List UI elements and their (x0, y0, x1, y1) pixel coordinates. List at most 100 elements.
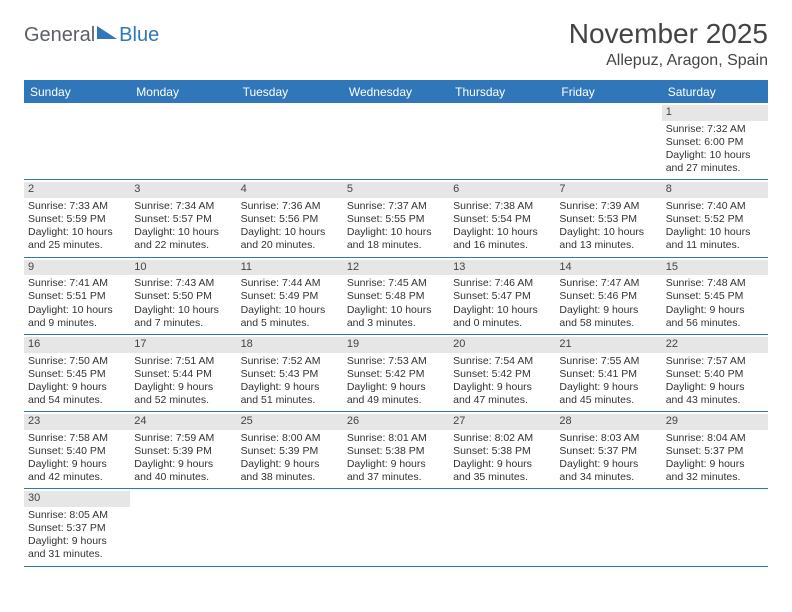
sunrise-line: Sunrise: 7:52 AM (241, 355, 339, 368)
sunrise-line: Sunrise: 7:37 AM (347, 200, 445, 213)
sunset-line: Sunset: 5:53 PM (559, 213, 657, 226)
sunset-line: Sunset: 5:59 PM (28, 213, 126, 226)
date-number: 20 (449, 337, 555, 353)
logo-sail-icon (97, 26, 117, 39)
day-cell: 24Sunrise: 7:59 AMSunset: 5:39 PMDayligh… (130, 412, 236, 488)
logo-text-blue: Blue (119, 24, 159, 47)
empty-cell (130, 489, 236, 565)
day-cell: 14Sunrise: 7:47 AMSunset: 5:46 PMDayligh… (555, 258, 661, 334)
daylight-line: Daylight: 10 hours and 11 minutes. (666, 226, 764, 252)
empty-cell (555, 103, 661, 179)
sunset-line: Sunset: 5:51 PM (28, 290, 126, 303)
day-cell: 25Sunrise: 8:00 AMSunset: 5:39 PMDayligh… (237, 412, 343, 488)
empty-cell (662, 489, 768, 565)
week-row: 1Sunrise: 7:32 AMSunset: 6:00 PMDaylight… (24, 103, 768, 180)
sunrise-line: Sunrise: 7:32 AM (666, 123, 764, 136)
daylight-line: Daylight: 9 hours and 38 minutes. (241, 458, 339, 484)
day-cell: 26Sunrise: 8:01 AMSunset: 5:38 PMDayligh… (343, 412, 449, 488)
empty-cell (237, 103, 343, 179)
sunset-line: Sunset: 5:37 PM (559, 445, 657, 458)
daylight-line: Daylight: 9 hours and 51 minutes. (241, 381, 339, 407)
empty-cell (449, 103, 555, 179)
daylight-line: Daylight: 9 hours and 54 minutes. (28, 381, 126, 407)
daylight-line: Daylight: 9 hours and 42 minutes. (28, 458, 126, 484)
daylight-line: Daylight: 9 hours and 37 minutes. (347, 458, 445, 484)
day-cell: 10Sunrise: 7:43 AMSunset: 5:50 PMDayligh… (130, 258, 236, 334)
day-cell: 27Sunrise: 8:02 AMSunset: 5:38 PMDayligh… (449, 412, 555, 488)
day-header-cell: Tuesday (237, 81, 343, 103)
day-cell: 11Sunrise: 7:44 AMSunset: 5:49 PMDayligh… (237, 258, 343, 334)
sunset-line: Sunset: 5:37 PM (28, 522, 126, 535)
daylight-line: Daylight: 10 hours and 25 minutes. (28, 226, 126, 252)
daylight-line: Daylight: 10 hours and 5 minutes. (241, 304, 339, 330)
day-cell: 5Sunrise: 7:37 AMSunset: 5:55 PMDaylight… (343, 180, 449, 256)
daylight-line: Daylight: 10 hours and 9 minutes. (28, 304, 126, 330)
date-number: 21 (555, 337, 661, 353)
date-number: 5 (343, 182, 449, 198)
sunrise-line: Sunrise: 7:34 AM (134, 200, 232, 213)
daylight-line: Daylight: 10 hours and 3 minutes. (347, 304, 445, 330)
sunrise-line: Sunrise: 7:50 AM (28, 355, 126, 368)
day-cell: 16Sunrise: 7:50 AMSunset: 5:45 PMDayligh… (24, 335, 130, 411)
daylight-line: Daylight: 9 hours and 31 minutes. (28, 535, 126, 561)
daylight-line: Daylight: 9 hours and 34 minutes. (559, 458, 657, 484)
sunset-line: Sunset: 5:40 PM (666, 368, 764, 381)
daylight-line: Daylight: 10 hours and 13 minutes. (559, 226, 657, 252)
day-cell: 28 Sunrise: 8:03 AMSunset: 5:37 PMDayligh… (555, 412, 661, 488)
sunset-line: Sunset: 5:39 PM (241, 445, 339, 458)
sunset-line: Sunset: 5:43 PM (241, 368, 339, 381)
sunrise-line: Sunrise: 8:01 AM (347, 432, 445, 445)
day-cell: 13Sunrise: 7:46 AMSunset: 5:47 PMDayligh… (449, 258, 555, 334)
sunrise-line: Sunrise: 7:55 AM (559, 355, 657, 368)
sunrise-line: Sunrise: 7:54 AM (453, 355, 551, 368)
day-header-cell: Sunday (24, 81, 130, 103)
logo: General Blue (24, 24, 159, 47)
empty-cell (449, 489, 555, 565)
sunrise-line: Sunrise: 7:46 AM (453, 277, 551, 290)
day-cell: 9Sunrise: 7:41 AMSunset: 5:51 PMDaylight… (24, 258, 130, 334)
sunset-line: Sunset: 5:44 PM (134, 368, 232, 381)
date-number: 10 (130, 260, 236, 276)
day-cell: 23Sunrise: 7:58 AMSunset: 5:40 PMDayligh… (24, 412, 130, 488)
sunrise-line: Sunrise: 7:53 AM (347, 355, 445, 368)
page: General Blue November 2025 Allepuz, Arag… (0, 0, 792, 612)
day-cell: 12Sunrise: 7:45 AMSunset: 5:48 PMDayligh… (343, 258, 449, 334)
date-number: 1 (662, 105, 768, 121)
date-number: 6 (449, 182, 555, 198)
sunrise-line: Sunrise: 7:43 AM (134, 277, 232, 290)
day-cell: 3Sunrise: 7:34 AMSunset: 5:57 PMDaylight… (130, 180, 236, 256)
day-cell: 18Sunrise: 7:52 AMSunset: 5:43 PMDayligh… (237, 335, 343, 411)
day-header-cell: Monday (130, 81, 236, 103)
sunrise-line: Sunrise: 7:40 AM (666, 200, 764, 213)
sunrise-line: Sunrise: 7:45 AM (347, 277, 445, 290)
daylight-line: Daylight: 9 hours and 35 minutes. (453, 458, 551, 484)
date-number: 7 (555, 182, 661, 198)
empty-cell (130, 103, 236, 179)
calendar: SundayMondayTuesdayWednesdayThursdayFrid… (24, 80, 768, 567)
day-cell: 7Sunrise: 7:39 AMSunset: 5:53 PMDaylight… (555, 180, 661, 256)
week-row: 16Sunrise: 7:50 AMSunset: 5:45 PMDayligh… (24, 335, 768, 412)
date-number: 30 (24, 491, 130, 507)
title-block: November 2025 Allepuz, Aragon, Spain (569, 18, 768, 70)
daylight-line: Daylight: 9 hours and 58 minutes. (559, 304, 657, 330)
week-row: 9Sunrise: 7:41 AMSunset: 5:51 PMDaylight… (24, 258, 768, 335)
day-cell: 2Sunrise: 7:33 AMSunset: 5:59 PMDaylight… (24, 180, 130, 256)
empty-cell (343, 103, 449, 179)
sunrise-line: Sunrise: 8:04 AM (666, 432, 764, 445)
date-number: 28 (555, 414, 661, 430)
daylight-line: Daylight: 10 hours and 0 minutes. (453, 304, 551, 330)
date-number: 19 (343, 337, 449, 353)
date-number: 29 (662, 414, 768, 430)
date-number: 3 (130, 182, 236, 198)
date-number: 8 (662, 182, 768, 198)
daylight-line: Daylight: 9 hours and 52 minutes. (134, 381, 232, 407)
sunrise-line: Sunrise: 8:03 AM (559, 432, 657, 445)
week-row: 30 Sunrise: 8:05 AMSunset: 5:37 PMDayligh… (24, 489, 768, 565)
sunrise-line: Sunrise: 7:36 AM (241, 200, 339, 213)
date-number: 23 (24, 414, 130, 430)
date-number: 9 (24, 260, 130, 276)
sunrise-line: Sunrise: 8:05 AM (28, 509, 126, 522)
empty-cell (343, 489, 449, 565)
date-number: 13 (449, 260, 555, 276)
sunset-line: Sunset: 5:49 PM (241, 290, 339, 303)
